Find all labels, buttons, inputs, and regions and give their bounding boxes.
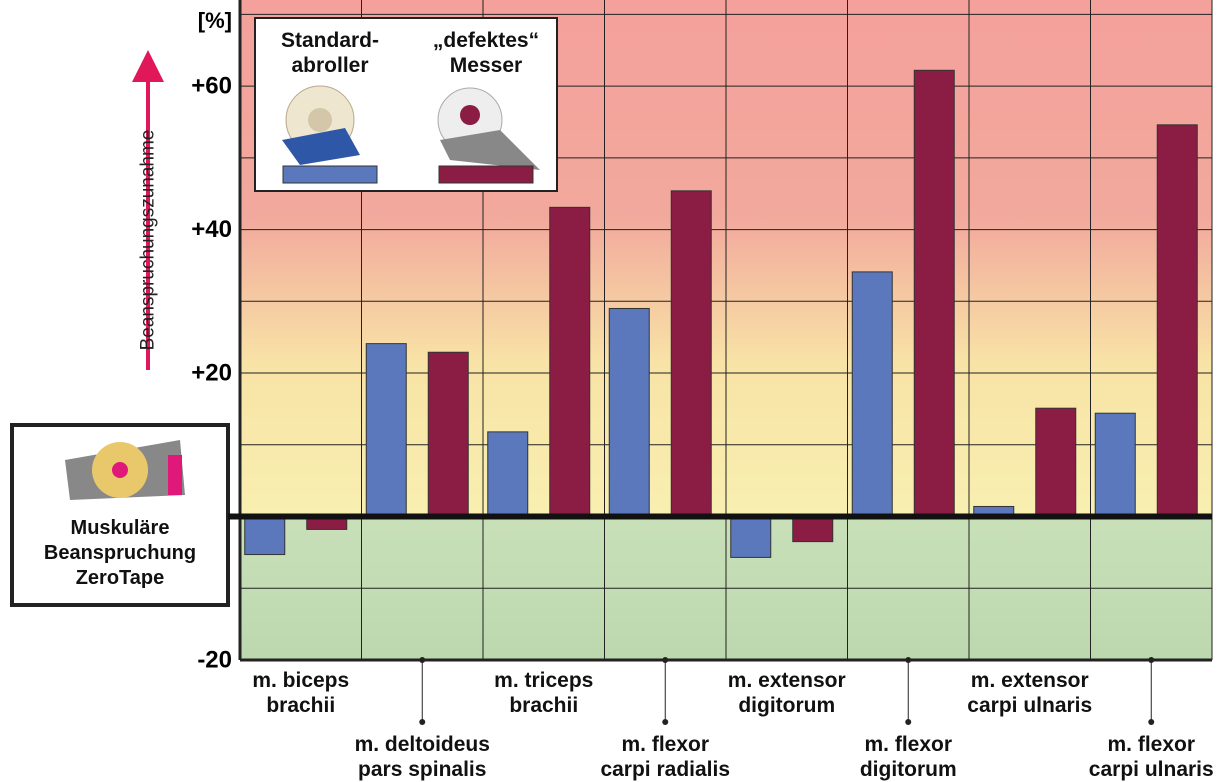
bar <box>793 517 833 542</box>
label-connector-dot <box>662 719 668 725</box>
bar <box>671 191 711 517</box>
x-tick-label: m. triceps brachii <box>444 668 644 718</box>
page: Beanspruchungszunahme [%] -20+20+40+60 m… <box>0 0 1232 782</box>
y-tick-label: +60 <box>191 73 232 100</box>
x-tick-label: m. extensor digitorum <box>687 668 887 718</box>
bar <box>366 344 406 517</box>
bar <box>1157 125 1197 517</box>
x-tick-label: m. flexor carpi radialis <box>565 732 765 782</box>
y-axis-label: Beanspruchungszunahme <box>138 130 159 351</box>
label-connector-dot <box>419 657 425 663</box>
x-tick-label: m. biceps brachii <box>201 668 401 718</box>
baseline-label: Muskuläre Beanspruchung ZeroTape <box>14 516 226 591</box>
bar <box>609 308 649 516</box>
legend-swatch <box>283 166 377 183</box>
bar <box>1095 413 1135 516</box>
bar <box>852 272 892 517</box>
label-connector-dot <box>662 657 668 663</box>
label-connector-dot <box>1148 719 1154 725</box>
y-tick-label: +40 <box>191 216 232 243</box>
chart: Beanspruchungszunahme [%] -20+20+40+60 <box>0 0 1232 782</box>
bar <box>1036 408 1076 516</box>
legend-swatch <box>439 166 533 183</box>
bar <box>245 517 285 555</box>
x-tick-label: m. flexor digitorum <box>808 732 1008 782</box>
x-tick-label: m. deltoideus pars spinalis <box>322 732 522 782</box>
y-tick-label: +20 <box>191 360 232 387</box>
bar <box>731 517 771 558</box>
bar <box>914 70 954 516</box>
bar <box>550 207 590 516</box>
legend-label: „defektes“ Messer <box>406 28 566 78</box>
legend-label: Standard- abroller <box>250 28 410 78</box>
bar <box>488 432 528 517</box>
bar <box>428 352 468 516</box>
x-tick-label: m. extensor carpi ulnaris <box>930 668 1130 718</box>
label-connector-dot <box>1148 657 1154 663</box>
x-tick-label: m. flexor carpi ulnaris <box>1051 732 1232 782</box>
label-connector-dot <box>419 719 425 725</box>
label-connector-dot <box>905 719 911 725</box>
y-unit-label: [%] <box>198 8 232 33</box>
label-connector-dot <box>905 657 911 663</box>
